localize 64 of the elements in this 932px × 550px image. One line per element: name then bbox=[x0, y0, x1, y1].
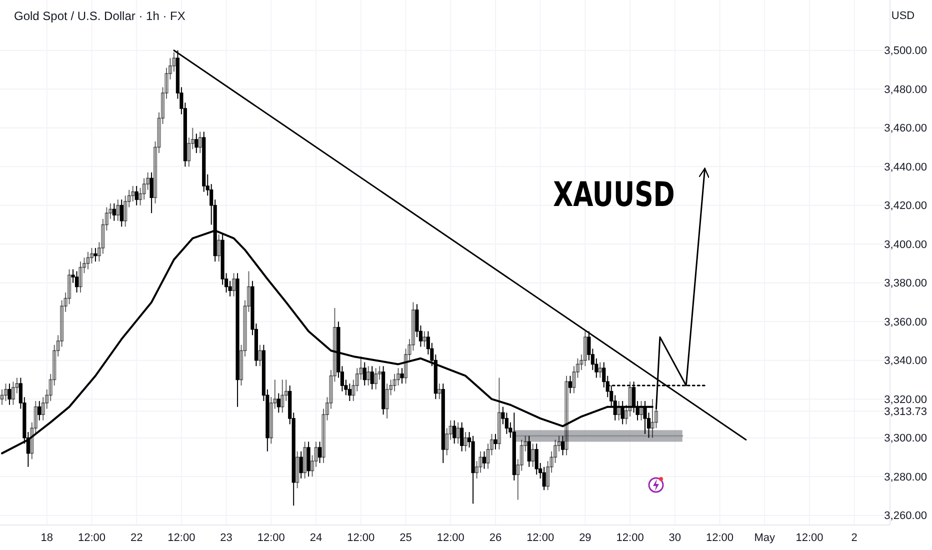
candlestick bbox=[568, 375, 572, 394]
candlestick bbox=[362, 362, 366, 386]
x-tick-label: 30 bbox=[668, 532, 682, 544]
candlestick bbox=[494, 433, 498, 450]
candlestick bbox=[306, 441, 310, 478]
candlestick bbox=[620, 400, 624, 425]
y-tick-label: 3,360.00 bbox=[884, 316, 927, 328]
candlestick bbox=[542, 466, 546, 491]
x-tick-label: 22 bbox=[130, 532, 143, 544]
x-tick-label: May bbox=[754, 532, 776, 544]
x-tick-label: 29 bbox=[579, 532, 592, 544]
candlestick bbox=[8, 383, 12, 406]
x-tick-label: 25 bbox=[400, 532, 412, 544]
x-tick-label: 12:00 bbox=[257, 532, 285, 544]
y-tick-label: 3,460.00 bbox=[884, 122, 927, 135]
candlestick bbox=[74, 270, 79, 294]
candlestick bbox=[460, 422, 464, 452]
y-tick-label: 3,320.00 bbox=[884, 394, 927, 406]
y-tick-label: 3,280.00 bbox=[884, 471, 927, 484]
x-tick-label: 26 bbox=[489, 532, 502, 544]
annotation: XAUUSD bbox=[553, 176, 675, 215]
text: Gold Spot / U.S. Dollar · 1h · FX bbox=[14, 9, 186, 23]
candlestick bbox=[194, 133, 198, 154]
x-tick-label: 12:00 bbox=[78, 532, 106, 544]
x-tick-label: 12:00 bbox=[168, 532, 196, 544]
x-tick-label: 12:00 bbox=[796, 532, 824, 544]
x-tick-label: 18 bbox=[40, 532, 53, 544]
y-tick-label: 3,420.00 bbox=[884, 200, 927, 212]
candlestick bbox=[120, 199, 124, 228]
candlestick bbox=[527, 435, 531, 468]
candlestick bbox=[482, 450, 486, 470]
y-tick-label: 3,313.73 bbox=[884, 406, 927, 418]
candlestick bbox=[94, 247, 98, 262]
candlestick bbox=[643, 400, 647, 434]
candlestick bbox=[560, 435, 565, 456]
x-tick-label: 2 bbox=[851, 532, 858, 544]
x-tick-label: 12:00 bbox=[616, 532, 644, 544]
y-tick-label: 3,440.00 bbox=[884, 161, 927, 174]
x-tick-label: 24 bbox=[310, 532, 322, 544]
y-tick-label: 3,300.00 bbox=[884, 432, 927, 445]
x-tick-label: 12:00 bbox=[436, 532, 464, 544]
x-tick-label: 12:00 bbox=[706, 532, 734, 544]
y-tick-label: 3,380.00 bbox=[884, 278, 927, 290]
y-tick-label: 3,500.00 bbox=[884, 45, 927, 58]
candlestick bbox=[370, 366, 374, 390]
candlestick bbox=[112, 202, 116, 222]
candlestick bbox=[276, 392, 280, 414]
candlestick bbox=[452, 420, 456, 444]
x-tick-label: 12:00 bbox=[526, 532, 554, 544]
candlestick bbox=[299, 450, 303, 480]
y-tick-label: 3,340.00 bbox=[884, 355, 927, 368]
candlestick bbox=[400, 368, 404, 384]
y-tick-label: 3,480.00 bbox=[884, 84, 927, 96]
y-tick-label: 3,260.00 bbox=[884, 510, 927, 522]
candlestick bbox=[348, 383, 352, 402]
candlestick bbox=[38, 400, 42, 421]
y-tick-label: 3,400.00 bbox=[884, 238, 927, 251]
x-tick-label: 12:00 bbox=[347, 532, 375, 544]
x-tick-label: 23 bbox=[220, 532, 232, 544]
candlestick bbox=[134, 185, 138, 206]
candlestick bbox=[318, 441, 322, 464]
candlestick bbox=[534, 443, 538, 476]
y-axis-title: USD bbox=[891, 10, 915, 22]
candlestick bbox=[150, 172, 154, 214]
